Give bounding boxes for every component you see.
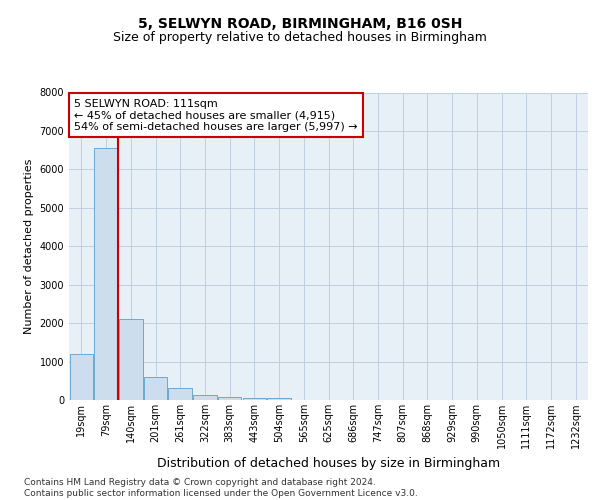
- Y-axis label: Number of detached properties: Number of detached properties: [24, 158, 34, 334]
- Text: 5 SELWYN ROAD: 111sqm
← 45% of detached houses are smaller (4,915)
54% of semi-d: 5 SELWYN ROAD: 111sqm ← 45% of detached …: [74, 98, 358, 132]
- Bar: [94, 148, 118, 400]
- Text: 5, SELWYN ROAD, BIRMINGHAM, B16 0SH: 5, SELWYN ROAD, BIRMINGHAM, B16 0SH: [138, 18, 462, 32]
- Bar: [218, 397, 241, 400]
- Bar: [268, 398, 291, 400]
- Bar: [242, 398, 266, 400]
- Text: Contains HM Land Registry data © Crown copyright and database right 2024.
Contai: Contains HM Land Registry data © Crown c…: [24, 478, 418, 498]
- X-axis label: Distribution of detached houses by size in Birmingham: Distribution of detached houses by size …: [157, 456, 500, 469]
- Bar: [169, 388, 192, 400]
- Bar: [70, 354, 93, 400]
- Bar: [119, 320, 143, 400]
- Bar: [193, 395, 217, 400]
- Bar: [144, 377, 167, 400]
- Text: Size of property relative to detached houses in Birmingham: Size of property relative to detached ho…: [113, 31, 487, 44]
